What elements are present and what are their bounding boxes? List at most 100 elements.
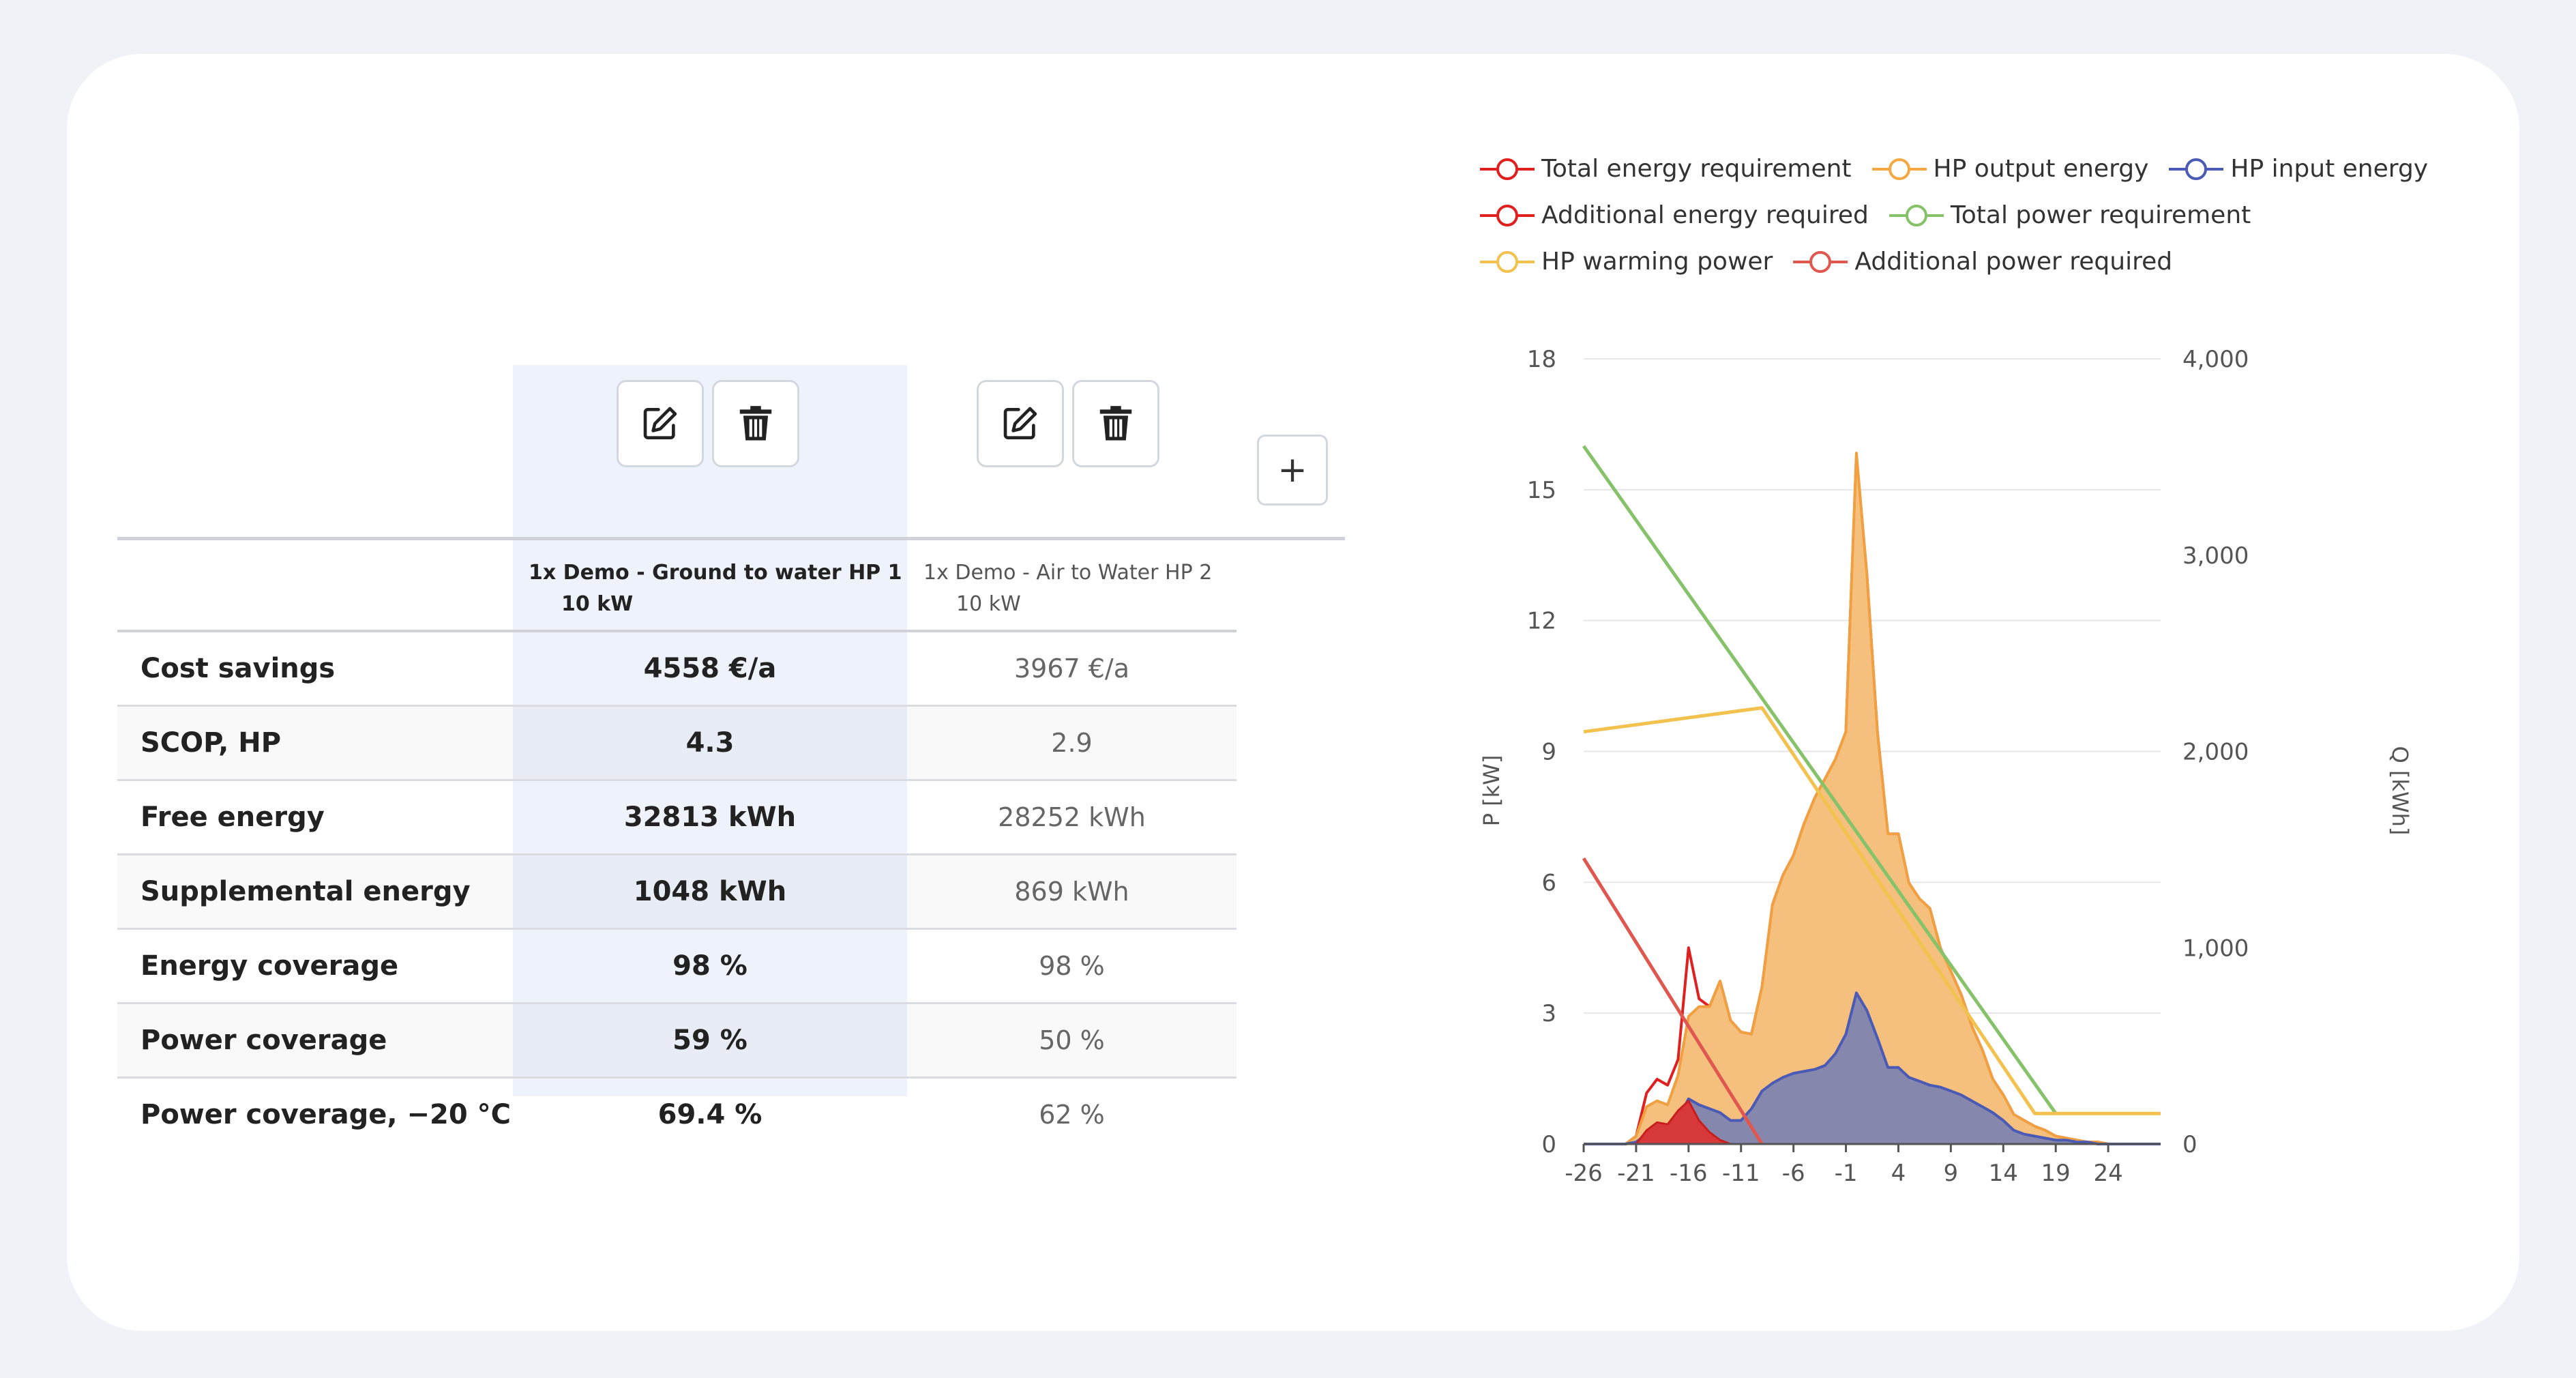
edit-icon (643, 407, 677, 439)
hp-1-value: 4558 €/a (643, 653, 777, 684)
power-line (1583, 706, 2161, 1115)
add-hp-button[interactable]: + (1257, 435, 1328, 505)
y-right-tick-label: 0 (2182, 1131, 2197, 1158)
legend-circle-icon (1480, 204, 1535, 226)
y-left-tick-label: 9 (1541, 739, 1556, 766)
row-label: SCOP, HP (140, 727, 282, 759)
y-left-tick-label: 6 (1541, 869, 1556, 896)
energy-area (1584, 993, 2161, 1144)
energy-line (1584, 452, 2161, 1145)
selected-column-highlight (513, 365, 907, 1096)
hp-2-model: 1x Demo - Air to Water HP 2 (923, 561, 1213, 585)
hp-1-model: 1x Demo - Ground to water HP 1 (529, 561, 902, 585)
legend-item[interactable]: HP output energy (1871, 155, 2148, 183)
hp-2-value: 3967 €/a (1013, 654, 1130, 684)
hp-2-value: 2.9 (1051, 728, 1093, 758)
x-tick-label: -21 (1617, 1160, 1655, 1187)
y-left-tick-label: 12 (1527, 608, 1556, 635)
trash-icon (739, 406, 772, 441)
comparison-table: + 1x Demo - Ground to water HP 1 10 kW 1… (117, 365, 1413, 1149)
row-label: Power coverage, −20 °C (140, 1099, 511, 1130)
power-line (1582, 445, 2058, 1115)
hp-1-name: 1x Demo - Ground to water HP 1 10 kW (529, 557, 911, 620)
plus-icon: + (1277, 450, 1307, 490)
chart-axes: 0 3 6 9 12 15 18 0 1,000 2,000 3,000 4,000 -26 -21 -16… (1527, 346, 2249, 1187)
y-right-tick-label: 4,000 (2182, 346, 2249, 373)
y-right-tick-label: 1,000 (2182, 935, 2249, 962)
x-tick-label: 19 (2041, 1160, 2071, 1187)
hp-1-value: 98 % (672, 950, 747, 982)
legend-label: HP warming power (1541, 248, 1773, 276)
edit-icon (1003, 407, 1037, 439)
x-tick-label: -26 (1565, 1160, 1603, 1187)
hp-2-power: 10 kW (956, 592, 1021, 616)
energy-power-chart: 0 3 6 9 12 15 18 0 1,000 2,000 3,000 4,000 -26 -21 -16… (1479, 346, 2413, 1187)
x-tick-label: -11 (1722, 1160, 1760, 1187)
legend-circle-icon (1871, 158, 1927, 180)
table-row: Power coverage, −20 °C 69.4 % 62 % (117, 1079, 1237, 1153)
header-divider (117, 537, 1345, 540)
x-tick-label: 14 (1989, 1160, 2018, 1187)
trash-icon (1099, 406, 1132, 441)
edit-hp-2-button[interactable] (977, 380, 1064, 467)
x-tick-label: 9 (1944, 1160, 1959, 1187)
table-row: SCOP, HP 4.3 2.9 (117, 707, 1237, 781)
hp-1-value: 32813 kWh (623, 802, 797, 833)
y-right-tick-label: 2,000 (2182, 739, 2249, 766)
legend-item[interactable]: Additional energy required (1480, 201, 1869, 229)
row-label: Supplemental energy (140, 876, 471, 907)
legend-circle-icon (1480, 250, 1535, 273)
hp-1-value: 69.4 % (657, 1099, 763, 1130)
legend-item[interactable]: Total energy requirement (1480, 155, 1852, 183)
y-left-tick-label: 18 (1527, 346, 1556, 373)
row-label: Energy coverage (140, 950, 399, 982)
x-tick-label: 4 (1891, 1160, 1906, 1187)
x-tick-label: -16 (1670, 1160, 1708, 1187)
table-row: Energy coverage 98 % 98 % (117, 930, 1237, 1004)
hp-2-value: 869 kWh (1014, 877, 1129, 907)
delete-hp-2-button[interactable] (1072, 380, 1159, 467)
hp-1-value: 4.3 (685, 727, 735, 759)
legend-label: HP input energy (2230, 155, 2429, 183)
legend-label: Total power requirement (1950, 201, 2251, 229)
hp-1-power: 10 kW (561, 592, 634, 616)
x-tick-label: -1 (1835, 1160, 1858, 1187)
hp-2-value: 28252 kWh (998, 802, 1146, 832)
table-row: Power coverage 59 % 50 % (117, 1004, 1237, 1079)
x-tick-label: -6 (1782, 1160, 1805, 1187)
legend-circle-icon (1480, 158, 1535, 180)
delete-hp-1-button[interactable] (712, 380, 799, 467)
row-label: Free energy (140, 802, 325, 833)
energy-areas (1584, 452, 2161, 1145)
x-tick-label: 24 (2093, 1160, 2122, 1187)
legend-item[interactable]: Total power requirement (1889, 201, 2251, 229)
y-left-tick-label: 3 (1541, 1000, 1556, 1027)
table-row: Supplemental energy 1048 kWh 869 kWh (117, 855, 1237, 930)
y-right-axis-title: Q [kWh] (2387, 746, 2413, 836)
table-row: Cost savings 4558 €/a 3967 €/a (117, 632, 1237, 707)
hp-2-name: 1x Demo - Air to Water HP 2 10 kW (923, 557, 1305, 620)
column-header-divider (117, 630, 1237, 632)
hp-2-value: 98 % (1039, 951, 1105, 981)
y-left-tick-label: 0 (1541, 1131, 1556, 1158)
legend-circle-icon (2169, 158, 2224, 180)
legend-circle-icon (1793, 250, 1848, 273)
y-left-tick-label: 15 (1527, 477, 1556, 504)
edit-hp-1-button[interactable] (617, 380, 704, 467)
energy-area (1584, 453, 2161, 1144)
hp-2-value: 62 % (1039, 1100, 1105, 1130)
y-left-axis-title: P [kW] (1479, 755, 1505, 827)
legend-label: Total energy requirement (1541, 155, 1852, 183)
hp-1-value: 59 % (672, 1025, 747, 1056)
legend-circle-icon (1889, 204, 1944, 226)
y-right-tick-label: 3,000 (2182, 542, 2249, 570)
row-label: Cost savings (140, 653, 336, 684)
row-label: Power coverage (140, 1025, 387, 1056)
hp-1-value: 1048 kWh (633, 876, 787, 907)
legend-item[interactable]: Additional power required (1793, 248, 2172, 276)
hp-2-value: 50 % (1039, 1025, 1105, 1055)
legend-label: Additional power required (1854, 248, 2173, 276)
legend-item[interactable]: HP warming power (1480, 248, 1773, 276)
legend-item[interactable]: HP input energy (2169, 155, 2428, 183)
table-row: Free energy 32813 kWh 28252 kWh (117, 781, 1237, 855)
